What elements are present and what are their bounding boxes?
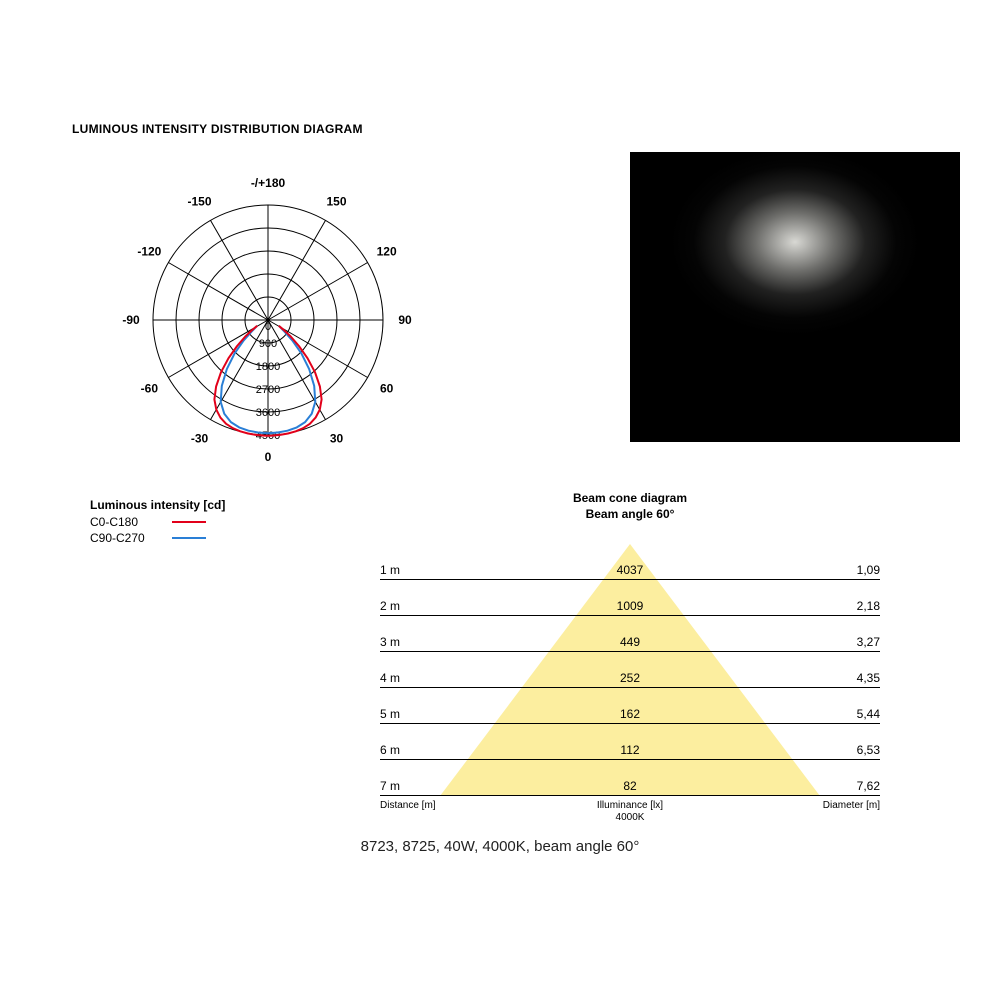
cone-title: Beam cone diagram Beam angle 60° <box>380 490 880 522</box>
svg-text:-150: -150 <box>187 194 211 208</box>
cone-axis-labels: Distance [m] Illuminance [lx] Diameter [… <box>380 800 880 811</box>
cone-diameter: 4,35 <box>820 671 880 685</box>
cone-title-2: Beam angle 60° <box>586 507 675 521</box>
cone-distance: 2 m <box>380 599 440 613</box>
legend-label: C0-C180 <box>90 515 162 529</box>
cone-lux: 252 <box>440 671 820 685</box>
svg-text:-90: -90 <box>122 313 140 327</box>
svg-text:-120: -120 <box>137 245 161 259</box>
cone-distance: 3 m <box>380 635 440 649</box>
beam-cone-diagram: Beam cone diagram Beam angle 60° 1 m4037… <box>380 490 880 823</box>
cone-diameter: 2,18 <box>820 599 880 613</box>
figure-caption: 8723, 8725, 40W, 4000K, beam angle 60° <box>0 838 1000 855</box>
axis-dist: Distance [m] <box>380 800 440 811</box>
cone-row: 5 m1625,44 <box>380 688 880 724</box>
cone-row: 4 m2524,35 <box>380 652 880 688</box>
beam-glow <box>665 152 925 398</box>
cone-title-1: Beam cone diagram <box>573 491 687 505</box>
cone-diameter: 5,44 <box>820 707 880 721</box>
svg-text:-60: -60 <box>141 382 159 396</box>
cone-lux: 449 <box>440 635 820 649</box>
cone-lux: 1009 <box>440 599 820 613</box>
cone-row: 7 m827,62 <box>380 760 880 796</box>
svg-text:2700: 2700 <box>256 384 280 396</box>
axis-lux: Illuminance [lx] <box>440 800 820 811</box>
svg-text:90: 90 <box>398 313 412 327</box>
svg-text:-/+180: -/+180 <box>251 176 286 190</box>
cone-diameter: 3,27 <box>820 635 880 649</box>
svg-text:60: 60 <box>380 382 394 396</box>
axis-dia: Diameter [m] <box>820 800 880 811</box>
cone-distance: 1 m <box>380 563 440 577</box>
cone-row: 6 m1126,53 <box>380 724 880 760</box>
cone-distance: 6 m <box>380 743 440 757</box>
svg-text:3600: 3600 <box>256 407 280 419</box>
cone-lux: 112 <box>440 743 820 757</box>
cone-row: 2 m10092,18 <box>380 580 880 616</box>
cone-diameter: 1,09 <box>820 563 880 577</box>
svg-text:0: 0 <box>265 321 271 333</box>
svg-text:150: 150 <box>326 194 346 208</box>
legend-swatch <box>172 521 206 523</box>
cone-row: 3 m4493,27 <box>380 616 880 652</box>
svg-text:1800: 1800 <box>256 361 280 373</box>
cone-lux: 82 <box>440 779 820 793</box>
legend-swatch <box>172 537 206 539</box>
cone-distance: 5 m <box>380 707 440 721</box>
axis-subtext: 4000K <box>380 812 880 823</box>
cone-row: 1 m40371,09 <box>380 544 880 580</box>
legend: Luminous intensity [cd] C0-C180 C90-C270 <box>90 498 225 546</box>
polar-diagram: -/+180 -150 150 -120 120 -90 90 -60 60 -30 30 0 0 900… <box>88 148 448 488</box>
cone-lux: 162 <box>440 707 820 721</box>
cone-lux: 4037 <box>440 563 820 577</box>
svg-text:30: 30 <box>330 432 344 446</box>
legend-row: C90-C270 <box>90 530 225 546</box>
legend-title: Luminous intensity [cd] <box>90 498 225 512</box>
cone-diameter: 6,53 <box>820 743 880 757</box>
cone-distance: 4 m <box>380 671 440 685</box>
legend-row: C0-C180 <box>90 514 225 530</box>
svg-text:0: 0 <box>265 450 272 464</box>
legend-label: C90-C270 <box>90 531 162 545</box>
diagram-title: LUMINOUS INTENSITY DISTRIBUTION DIAGRAM <box>72 122 363 136</box>
svg-text:120: 120 <box>377 245 397 259</box>
light-beam-preview <box>630 152 960 442</box>
svg-text:900: 900 <box>259 338 277 350</box>
svg-text:-30: -30 <box>191 432 209 446</box>
cone-diameter: 7,62 <box>820 779 880 793</box>
cone-distance: 7 m <box>380 779 440 793</box>
